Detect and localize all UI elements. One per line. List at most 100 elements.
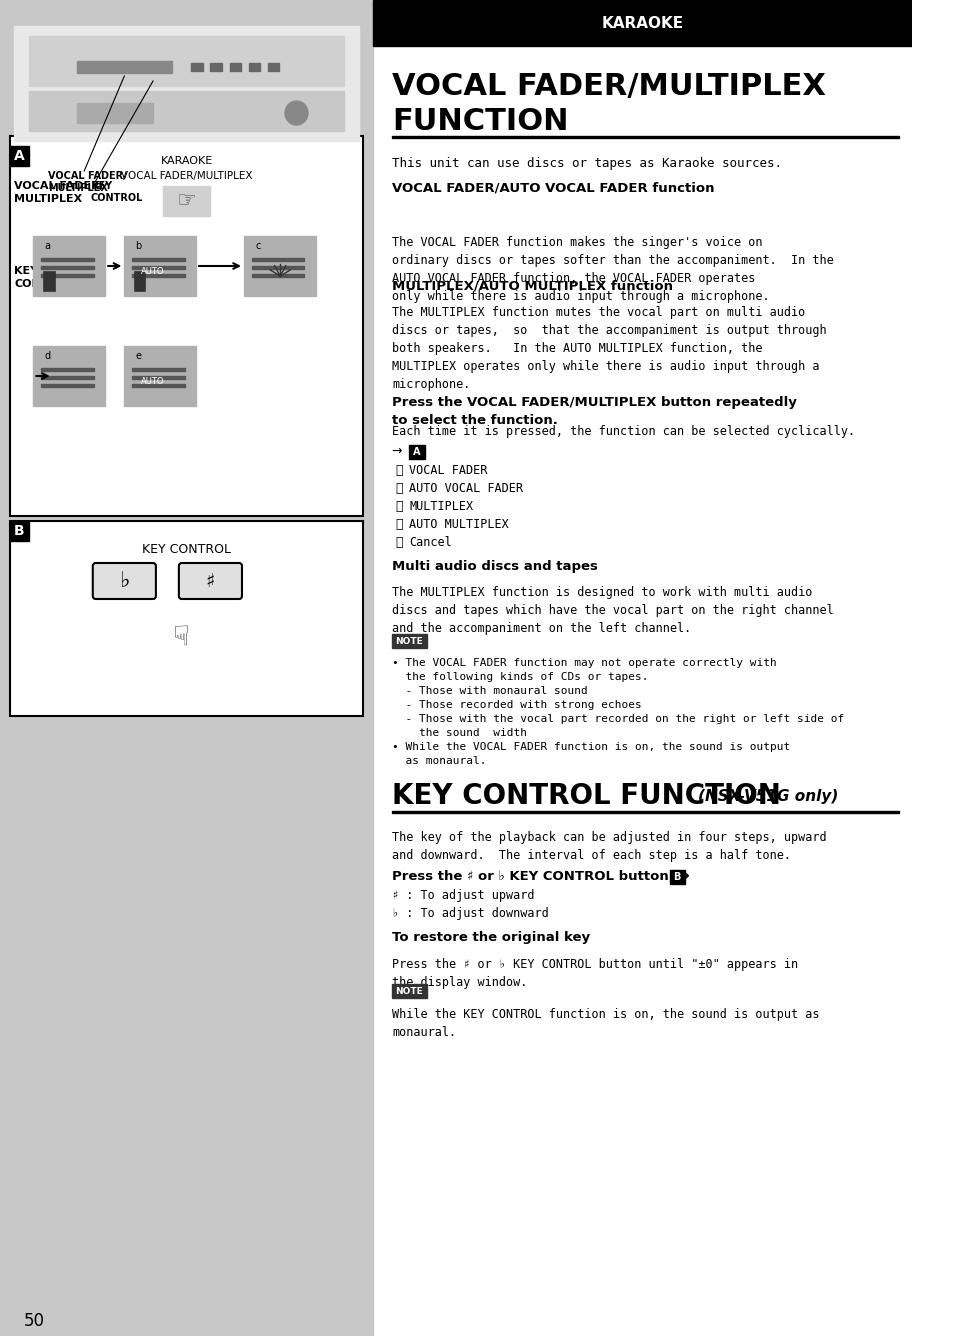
Text: KEY
CONTROL: KEY CONTROL: [91, 180, 143, 203]
Text: A: A: [13, 150, 25, 163]
Bar: [392, 811, 898, 814]
Text: →: →: [392, 445, 406, 457]
Bar: [230, 63, 241, 71]
Bar: [41, 258, 93, 261]
Text: MULTIPLEX: MULTIPLEX: [409, 500, 473, 513]
Text: Multi audio discs and tapes: Multi audio discs and tapes: [392, 560, 598, 573]
Text: The MULTIPLEX function is designed to work with multi audio
discs and tapes whic: The MULTIPLEX function is designed to wo…: [392, 587, 833, 635]
Bar: [211, 63, 222, 71]
Text: ⓓ: ⓓ: [395, 517, 402, 530]
Bar: [244, 236, 315, 297]
FancyBboxPatch shape: [92, 562, 155, 599]
Bar: [14, 25, 358, 142]
Text: ⓒ: ⓒ: [395, 500, 402, 513]
Text: The VOCAL FADER function makes the singer's voice on
ordinary discs or tapes sof: The VOCAL FADER function makes the singe…: [392, 236, 833, 303]
Text: KEY
CONTROL: KEY CONTROL: [14, 266, 73, 289]
Text: VOCAL FADER/MULTIPLEX: VOCAL FADER/MULTIPLEX: [121, 171, 252, 180]
Bar: [392, 635, 426, 648]
Text: MULTIPLEX/AUTO MULTIPLEX function: MULTIPLEX/AUTO MULTIPLEX function: [392, 279, 673, 293]
Bar: [43, 271, 54, 291]
Bar: [33, 346, 105, 406]
Text: VOCAL FADER: VOCAL FADER: [409, 464, 487, 477]
Text: ⓑ: ⓑ: [395, 481, 402, 494]
Bar: [76, 103, 152, 123]
Bar: [192, 63, 203, 71]
Bar: [132, 383, 185, 387]
Bar: [392, 985, 426, 998]
Text: KEY CONTROL FUNCTION: KEY CONTROL FUNCTION: [392, 782, 781, 810]
Text: ⓐ: ⓐ: [395, 464, 402, 477]
Bar: [392, 135, 898, 138]
Text: Press the ♯ or ♭ KEY CONTROL button until "±0" appears in
the display window.: Press the ♯ or ♭ KEY CONTROL button unti…: [392, 958, 798, 989]
Bar: [41, 375, 93, 379]
Text: e: e: [135, 351, 142, 361]
Text: NOTE: NOTE: [395, 986, 423, 995]
Text: B: B: [13, 524, 25, 538]
Text: Press the VOCAL FADER/MULTIPLEX button repeatedly
to select the function.: Press the VOCAL FADER/MULTIPLEX button r…: [392, 395, 796, 428]
Text: VOCAL FADER/
MULTIPLEX: VOCAL FADER/ MULTIPLEX: [14, 180, 104, 204]
Text: AUTO MULTIPLEX: AUTO MULTIPLEX: [409, 517, 509, 530]
Bar: [41, 383, 93, 387]
Text: 50: 50: [24, 1312, 45, 1331]
Text: ♭: ♭: [119, 570, 130, 591]
FancyBboxPatch shape: [178, 562, 242, 599]
Text: c: c: [255, 240, 261, 251]
Bar: [10, 521, 29, 541]
Text: VOCAL FADER/MULTIPLEX: VOCAL FADER/MULTIPLEX: [392, 72, 825, 100]
Bar: [29, 36, 344, 86]
FancyBboxPatch shape: [10, 521, 363, 716]
Bar: [669, 870, 684, 884]
Bar: [252, 274, 304, 277]
Text: The MULTIPLEX function mutes the vocal part on multi audio
discs or tapes,  so  : The MULTIPLEX function mutes the vocal p…: [392, 306, 826, 391]
Text: VOCAL FADER/AUTO VOCAL FADER function: VOCAL FADER/AUTO VOCAL FADER function: [392, 182, 714, 195]
Text: KARAOKE: KARAOKE: [160, 156, 213, 166]
Bar: [133, 271, 145, 291]
Bar: [268, 63, 279, 71]
Bar: [10, 146, 29, 166]
Bar: [41, 274, 93, 277]
Text: (NSX-V51G only): (NSX-V51G only): [698, 788, 838, 803]
Bar: [252, 258, 304, 261]
Text: NOTE: NOTE: [395, 636, 423, 645]
Text: A: A: [413, 448, 420, 457]
Bar: [373, 0, 911, 45]
Text: ⓔ: ⓔ: [395, 536, 402, 549]
FancyBboxPatch shape: [10, 136, 363, 516]
Bar: [29, 91, 344, 131]
Text: VOCAL FADER/
MULTIPLEX: VOCAL FADER/ MULTIPLEX: [48, 171, 127, 194]
Bar: [132, 258, 185, 261]
Bar: [162, 186, 211, 216]
Text: AUTO: AUTO: [141, 377, 165, 386]
Bar: [124, 346, 196, 406]
Bar: [132, 274, 185, 277]
Text: The key of the playback can be adjusted in four steps, upward
and downward.  The: The key of the playback can be adjusted …: [392, 831, 826, 862]
Text: Cancel: Cancel: [409, 536, 452, 549]
Bar: [41, 266, 93, 269]
Text: KARAOKE: KARAOKE: [601, 16, 683, 31]
Text: KEY CONTROL: KEY CONTROL: [142, 542, 231, 556]
Bar: [132, 266, 185, 269]
Bar: [124, 236, 196, 297]
Text: AUTO VOCAL FADER: AUTO VOCAL FADER: [409, 481, 523, 494]
Bar: [41, 367, 93, 371]
Text: a: a: [45, 240, 51, 251]
Text: Press the ♯ or ♭ KEY CONTROL button. →: Press the ♯ or ♭ KEY CONTROL button. →: [392, 870, 694, 883]
Text: d: d: [45, 351, 51, 361]
Bar: [132, 375, 185, 379]
Text: FUNCTION: FUNCTION: [392, 107, 568, 135]
Text: While the KEY CONTROL function is on, the sound is output as
monaural.: While the KEY CONTROL function is on, th…: [392, 1007, 819, 1039]
Text: ♯ : To adjust upward: ♯ : To adjust upward: [392, 890, 534, 903]
Text: ♯: ♯: [206, 572, 214, 591]
Text: • The VOCAL FADER function may not operate correctly with
  the following kinds : • The VOCAL FADER function may not opera…: [392, 659, 843, 766]
Bar: [132, 367, 185, 371]
Text: AUTO: AUTO: [141, 266, 165, 275]
Bar: [0, 0, 373, 1336]
Text: B: B: [673, 872, 680, 882]
Text: ☞: ☞: [163, 624, 191, 648]
Bar: [252, 266, 304, 269]
Bar: [33, 236, 105, 297]
Bar: [76, 61, 172, 73]
Bar: [409, 445, 424, 460]
Circle shape: [285, 102, 308, 126]
Text: To restore the original key: To restore the original key: [392, 931, 590, 945]
